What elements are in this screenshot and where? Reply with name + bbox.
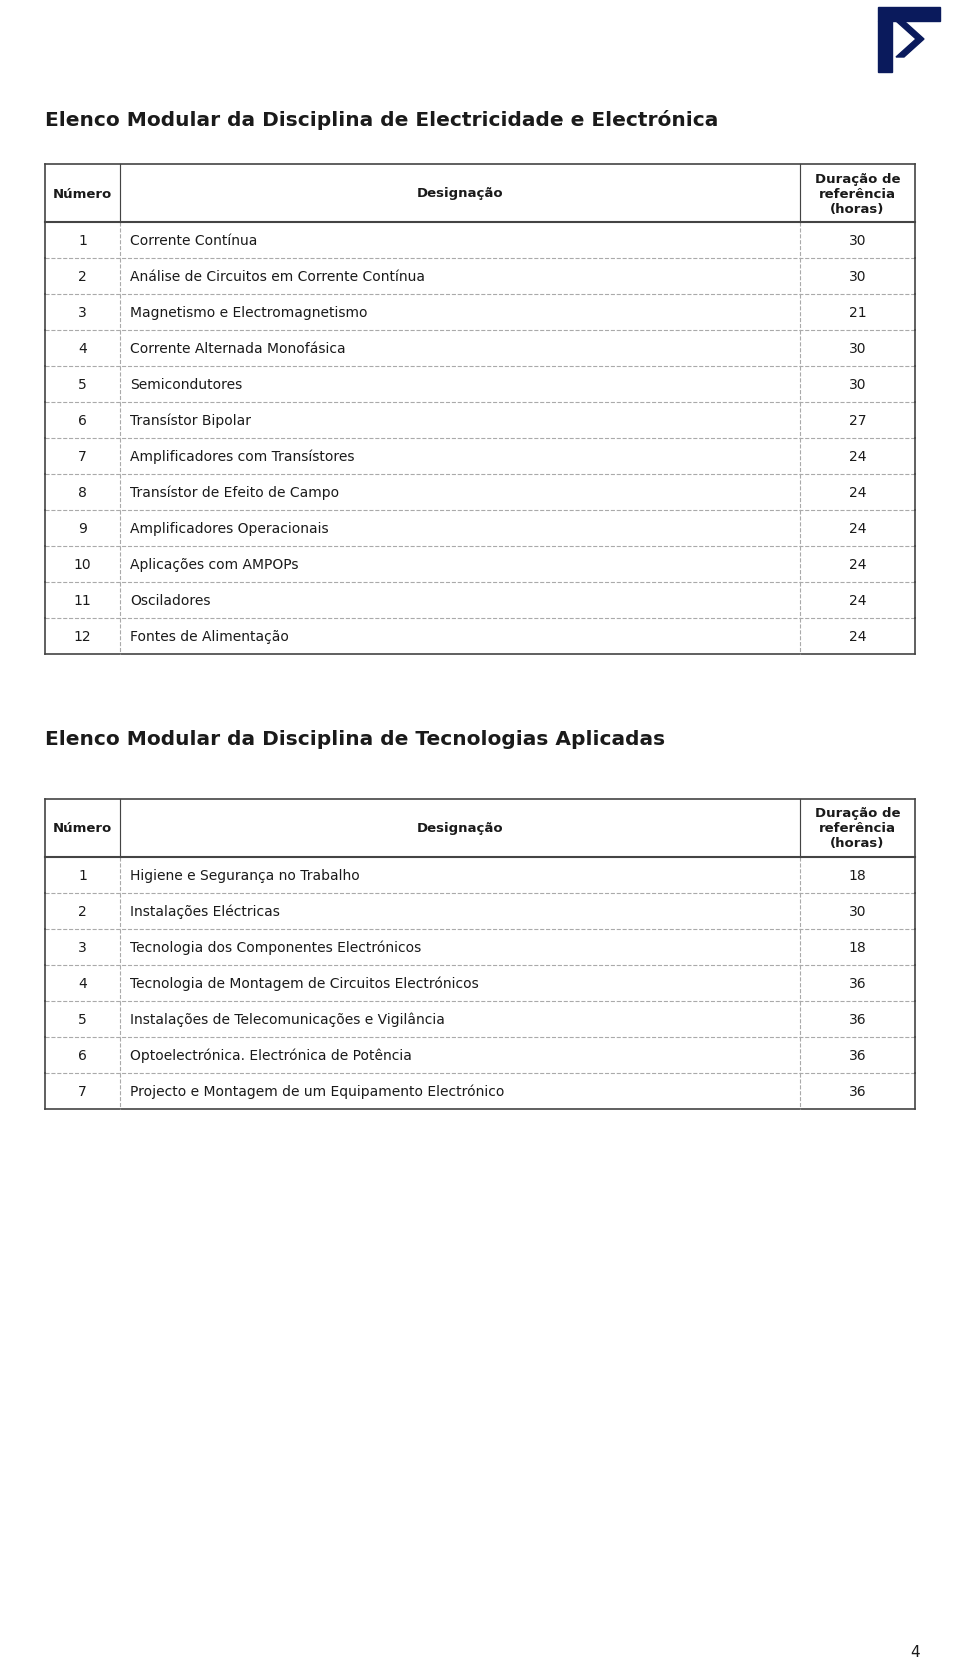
Text: 24: 24 — [849, 522, 866, 536]
Text: 1: 1 — [78, 869, 87, 882]
Text: Corrente Contínua: Corrente Contínua — [130, 234, 257, 249]
Text: 4: 4 — [78, 341, 86, 356]
Text: 7: 7 — [78, 450, 86, 464]
Text: 18: 18 — [849, 869, 866, 882]
Text: Fontes de Alimentação: Fontes de Alimentação — [130, 630, 289, 643]
Text: 36: 36 — [849, 976, 866, 991]
Text: 30: 30 — [849, 270, 866, 284]
Text: 30: 30 — [849, 904, 866, 919]
Text: 27: 27 — [849, 413, 866, 428]
Text: 18: 18 — [849, 941, 866, 954]
Bar — [878, 8, 940, 22]
Text: 4: 4 — [910, 1645, 920, 1660]
Text: Optoelectrónica. Electrónica de Potência: Optoelectrónica. Electrónica de Potência — [130, 1048, 412, 1063]
Text: 10: 10 — [74, 558, 91, 571]
Text: 7: 7 — [78, 1084, 86, 1099]
Text: Semicondutores: Semicondutores — [130, 378, 242, 391]
Text: 2: 2 — [78, 270, 86, 284]
Text: 3: 3 — [78, 306, 86, 319]
Text: Projecto e Montagem de um Equipamento Electrónico: Projecto e Montagem de um Equipamento El… — [130, 1084, 504, 1099]
Text: Elenco Modular da Disciplina de Electricidade e Electrónica: Elenco Modular da Disciplina de Electric… — [45, 109, 718, 129]
Text: 24: 24 — [849, 593, 866, 608]
Polygon shape — [896, 22, 924, 59]
Text: 5: 5 — [78, 1013, 86, 1026]
Text: 30: 30 — [849, 378, 866, 391]
Text: 24: 24 — [849, 630, 866, 643]
Text: 9: 9 — [78, 522, 87, 536]
Text: Higiene e Segurança no Trabalho: Higiene e Segurança no Trabalho — [130, 869, 360, 882]
Text: Amplificadores com Transístores: Amplificadores com Transístores — [130, 450, 354, 464]
Text: Tecnologia dos Componentes Electrónicos: Tecnologia dos Componentes Electrónicos — [130, 941, 421, 954]
Text: Designação: Designação — [417, 822, 503, 835]
Text: 6: 6 — [78, 1048, 87, 1062]
Text: Duração de
referência
(horas): Duração de referência (horas) — [815, 173, 900, 215]
Text: 3: 3 — [78, 941, 86, 954]
Text: Elenco Modular da Disciplina de Tecnologias Aplicadas: Elenco Modular da Disciplina de Tecnolog… — [45, 729, 665, 749]
Bar — [878, 22, 892, 72]
Text: 21: 21 — [849, 306, 866, 319]
Text: Instalações de Telecomunicações e Vigilância: Instalações de Telecomunicações e Vigilâ… — [130, 1011, 444, 1026]
Text: 5: 5 — [78, 378, 86, 391]
Text: Duração de
referência
(horas): Duração de referência (horas) — [815, 806, 900, 850]
Text: 6: 6 — [78, 413, 87, 428]
Text: 30: 30 — [849, 341, 866, 356]
Text: Análise de Circuitos em Corrente Contínua: Análise de Circuitos em Corrente Contínu… — [130, 270, 425, 284]
Text: 12: 12 — [74, 630, 91, 643]
Text: Magnetismo e Electromagnetismo: Magnetismo e Electromagnetismo — [130, 306, 368, 319]
Text: Tecnologia de Montagem de Circuitos Electrónicos: Tecnologia de Montagem de Circuitos Elec… — [130, 976, 479, 991]
Text: Designação: Designação — [417, 188, 503, 200]
Text: 2: 2 — [78, 904, 86, 919]
Text: Número: Número — [53, 188, 112, 200]
Text: Número: Número — [53, 822, 112, 835]
Text: 36: 36 — [849, 1048, 866, 1062]
Text: Osciladores: Osciladores — [130, 593, 210, 608]
Text: 11: 11 — [74, 593, 91, 608]
Text: 1: 1 — [78, 234, 87, 249]
Text: 24: 24 — [849, 558, 866, 571]
Text: 36: 36 — [849, 1013, 866, 1026]
Text: 30: 30 — [849, 234, 866, 249]
Text: 36: 36 — [849, 1084, 866, 1099]
Text: Amplificadores Operacionais: Amplificadores Operacionais — [130, 522, 328, 536]
Text: 24: 24 — [849, 486, 866, 499]
Text: 24: 24 — [849, 450, 866, 464]
Text: Instalações Eléctricas: Instalações Eléctricas — [130, 904, 280, 919]
Text: 4: 4 — [78, 976, 86, 991]
Text: Aplicações com AMPOPs: Aplicações com AMPOPs — [130, 558, 299, 571]
Text: Transístor Bipolar: Transístor Bipolar — [130, 413, 251, 428]
Text: Transístor de Efeito de Campo: Transístor de Efeito de Campo — [130, 486, 339, 501]
Text: 8: 8 — [78, 486, 87, 499]
Text: Corrente Alternada Monofásica: Corrente Alternada Monofásica — [130, 341, 346, 356]
